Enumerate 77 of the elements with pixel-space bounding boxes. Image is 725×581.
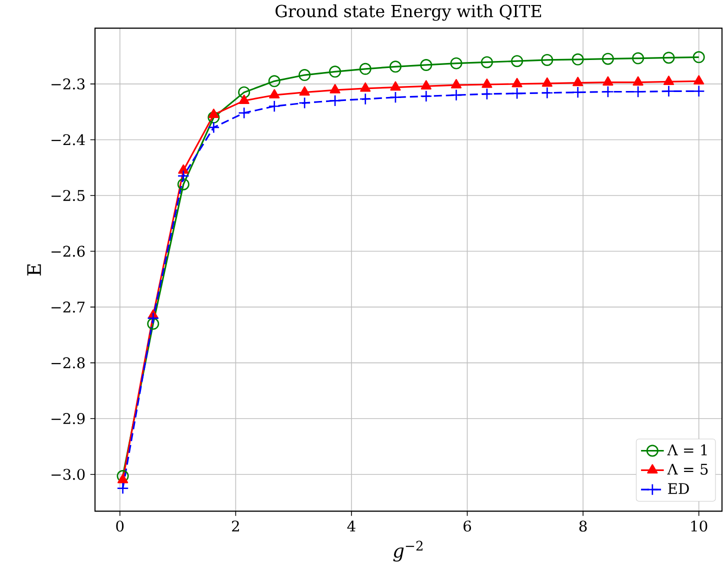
- point: [298, 96, 311, 109]
- point: [480, 88, 493, 100]
- point: [692, 51, 705, 64]
- point: [178, 164, 189, 174]
- point: [208, 111, 220, 124]
- point: [268, 75, 280, 88]
- legend-label: Λ = 5: [667, 464, 708, 475]
- point: [238, 94, 250, 104]
- x-tick-label: 2: [232, 520, 239, 532]
- point: [177, 178, 190, 190]
- point: [298, 68, 311, 81]
- point: [329, 94, 342, 107]
- point: [450, 78, 462, 88]
- point: [450, 57, 462, 70]
- point: [420, 90, 432, 102]
- point: [329, 66, 342, 78]
- point: [359, 62, 372, 75]
- x-axis-title: g$^{−2}$: [393, 540, 422, 562]
- point: [208, 108, 219, 118]
- point: [602, 86, 614, 98]
- point: [420, 58, 432, 71]
- point: [269, 89, 280, 98]
- point: [390, 81, 401, 91]
- x-tick-label: 6: [464, 520, 472, 532]
- point: [238, 86, 250, 98]
- point: [450, 89, 462, 102]
- point: [116, 482, 129, 494]
- point: [542, 77, 552, 87]
- point: [694, 75, 704, 84]
- point: [632, 52, 644, 64]
- x-tick-label: 0: [116, 520, 124, 532]
- point: [480, 56, 493, 68]
- x-tick-label: 10: [691, 520, 708, 532]
- x-tick-label: 4: [347, 520, 356, 532]
- y-axis-title: E: [27, 264, 41, 276]
- y-tick-label: −3.0: [52, 468, 85, 480]
- point: [482, 78, 492, 88]
- point: [330, 84, 340, 94]
- y-tick-label: −2.5: [52, 190, 84, 201]
- point: [663, 76, 674, 85]
- point: [389, 60, 402, 73]
- point: [420, 80, 432, 90]
- point: [572, 76, 584, 86]
- point: [512, 78, 522, 88]
- y-tick-label: −2.6: [52, 246, 85, 257]
- point: [602, 76, 614, 86]
- point: [118, 474, 128, 484]
- point: [541, 86, 554, 99]
- point: [299, 86, 310, 96]
- point: [116, 470, 129, 482]
- point: [238, 106, 250, 119]
- point: [692, 85, 705, 98]
- point: [268, 100, 280, 112]
- y-tick-label: −2.4: [52, 134, 85, 146]
- y-tick-label: −2.8: [52, 357, 85, 368]
- point: [541, 54, 554, 66]
- point: [360, 82, 371, 92]
- point: [572, 53, 584, 66]
- point: [602, 52, 614, 65]
- point: [632, 86, 644, 98]
- point: [511, 55, 524, 68]
- legend-label: ED: [668, 483, 689, 494]
- chart-title: Ground state Energy with QITE: [276, 4, 542, 21]
- point: [147, 318, 160, 330]
- point: [208, 121, 220, 134]
- point: [177, 170, 190, 182]
- point: [662, 52, 675, 64]
- legend-label: Λ = 1: [667, 444, 707, 456]
- point: [147, 312, 160, 324]
- y-tick-label: −2.9: [52, 412, 85, 424]
- y-tick-label: −2.7: [52, 301, 85, 313]
- point: [632, 76, 644, 86]
- point: [359, 92, 372, 105]
- x-tick-label: 8: [579, 520, 587, 532]
- y-tick-label: −2.3: [52, 78, 85, 90]
- point: [389, 91, 402, 104]
- point: [511, 87, 524, 100]
